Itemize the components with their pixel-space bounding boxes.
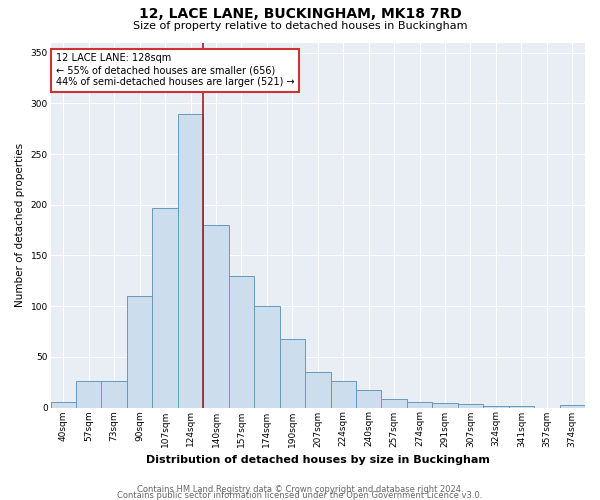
Text: 12, LACE LANE, BUCKINGHAM, MK18 7RD: 12, LACE LANE, BUCKINGHAM, MK18 7RD bbox=[139, 8, 461, 22]
Bar bbox=[356, 390, 382, 407]
Bar bbox=[483, 406, 509, 408]
Text: Size of property relative to detached houses in Buckingham: Size of property relative to detached ho… bbox=[133, 21, 467, 31]
Bar bbox=[152, 208, 178, 408]
Text: Contains public sector information licensed under the Open Government Licence v3: Contains public sector information licen… bbox=[118, 491, 482, 500]
Bar bbox=[560, 406, 585, 407]
Bar bbox=[458, 404, 483, 407]
Bar bbox=[254, 306, 280, 408]
Bar bbox=[203, 225, 229, 408]
Bar bbox=[382, 400, 407, 407]
X-axis label: Distribution of detached houses by size in Buckingham: Distribution of detached houses by size … bbox=[146, 455, 490, 465]
Y-axis label: Number of detached properties: Number of detached properties bbox=[15, 143, 25, 307]
Bar bbox=[433, 404, 458, 407]
Bar bbox=[331, 381, 356, 407]
Bar bbox=[280, 338, 305, 407]
Bar bbox=[509, 406, 534, 408]
Bar bbox=[50, 402, 76, 407]
Bar bbox=[101, 381, 127, 407]
Text: 12 LACE LANE: 128sqm
← 55% of detached houses are smaller (656)
44% of semi-deta: 12 LACE LANE: 128sqm ← 55% of detached h… bbox=[56, 54, 295, 86]
Text: Contains HM Land Registry data © Crown copyright and database right 2024.: Contains HM Land Registry data © Crown c… bbox=[137, 485, 463, 494]
Bar bbox=[305, 372, 331, 408]
Bar bbox=[178, 114, 203, 408]
Bar bbox=[407, 402, 433, 407]
Bar bbox=[127, 296, 152, 408]
Bar bbox=[76, 381, 101, 407]
Bar bbox=[229, 276, 254, 407]
